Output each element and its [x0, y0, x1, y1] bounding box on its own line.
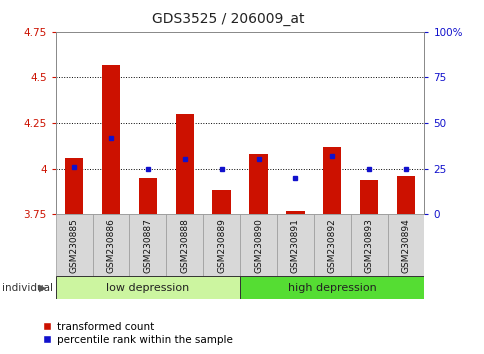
Bar	[92, 214, 129, 276]
Bar	[129, 214, 166, 276]
Text: ▶: ▶	[39, 283, 46, 293]
Bar	[396, 176, 414, 214]
Text: GSM230885: GSM230885	[70, 218, 78, 273]
Bar	[138, 178, 157, 214]
Bar	[286, 211, 304, 214]
Bar	[102, 65, 120, 214]
Bar	[65, 158, 83, 214]
Text: GSM230888: GSM230888	[180, 218, 189, 273]
Bar	[56, 276, 240, 299]
Text: GSM230889: GSM230889	[217, 218, 226, 273]
Bar	[387, 214, 424, 276]
Bar	[56, 214, 92, 276]
Text: GSM230886: GSM230886	[106, 218, 115, 273]
Bar	[212, 190, 230, 214]
Text: GSM230894: GSM230894	[401, 218, 409, 273]
Bar	[322, 147, 341, 214]
Bar	[359, 179, 378, 214]
Bar	[175, 114, 194, 214]
Text: GSM230892: GSM230892	[327, 218, 336, 273]
Bar	[203, 214, 240, 276]
Bar	[240, 214, 276, 276]
Text: high depression: high depression	[287, 282, 376, 293]
Text: GSM230891: GSM230891	[290, 218, 299, 273]
Bar	[249, 154, 267, 214]
Text: low depression: low depression	[106, 282, 189, 293]
Bar	[313, 214, 350, 276]
Bar	[166, 214, 203, 276]
Text: GSM230893: GSM230893	[364, 218, 373, 273]
Text: GDS3525 / 206009_at: GDS3525 / 206009_at	[151, 12, 303, 27]
Text: GSM230890: GSM230890	[254, 218, 262, 273]
Text: individual: individual	[2, 283, 53, 293]
Bar	[240, 276, 424, 299]
Bar	[350, 214, 387, 276]
Text: GSM230887: GSM230887	[143, 218, 152, 273]
Bar	[276, 214, 313, 276]
Legend: transformed count, percentile rank within the sample: transformed count, percentile rank withi…	[39, 317, 236, 349]
